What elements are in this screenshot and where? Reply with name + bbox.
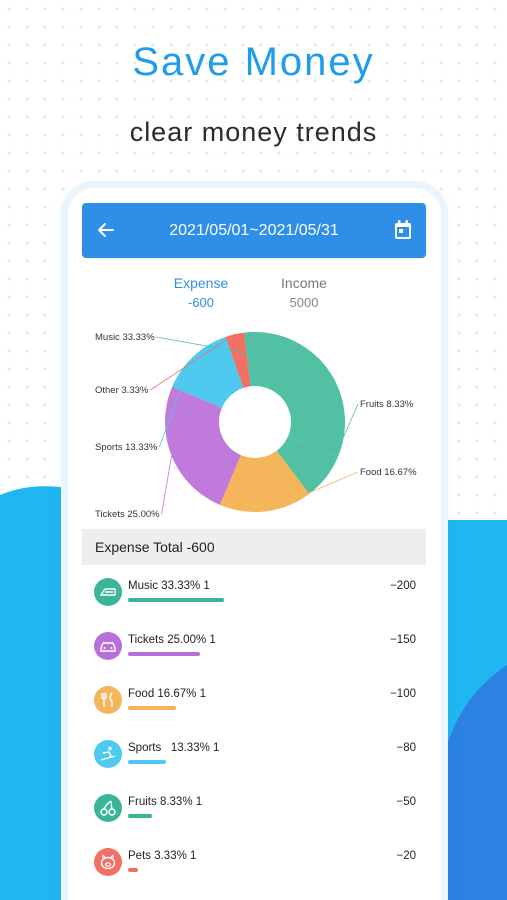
cherry-icon [94,794,122,822]
tab-expense-label: Expense [173,275,229,291]
phone-screen: 2021/05/01~2021/05/31 Expense -600 Incom… [68,188,441,900]
category-progress-bar [128,760,167,764]
category-name: Pets 3.33% 1 [128,850,197,862]
category-progress-bar [128,652,201,656]
pie-label-3: Food 16.67% [360,467,417,478]
tab-income[interactable]: Income 5000 [259,275,349,310]
calendar-icon[interactable] [394,220,412,240]
category-name: Food 16.67% 1 [128,688,207,700]
arrow-left-icon[interactable] [96,220,116,240]
pie-label-6: Other 3.33% [95,385,149,396]
pie-leader-line-4 [161,455,172,515]
category-row[interactable]: Sports 13.33% 1 −80 [82,740,426,794]
pig-icon [94,848,122,876]
category-row[interactable]: Music 33.33% 1 −200 [82,578,426,632]
pie-leader-line-2 [325,403,359,478]
car-icon [94,632,122,660]
category-amount: −80 [396,742,416,754]
expense-donut-chart: Music 33.33% Fruits 8.33% Food 16.67% Ticke… [95,332,417,518]
expense-total: Expense Total -600 [95,539,215,555]
category-name: Music 33.33% 1 [128,580,210,592]
category-progress-bar [128,598,224,602]
pie-label-5: Sports 13.33% [95,442,158,453]
pie-leader-line-3 [265,471,359,512]
category-row[interactable]: Pets 3.33% 1 −20 [82,848,426,900]
category-progress-bar [128,814,152,818]
app-bar: 2021/05/01~2021/05/31 [82,203,426,258]
category-amount: −20 [396,850,416,862]
category-amount: −200 [390,580,416,592]
tab-expense[interactable]: Expense -600 [156,275,246,310]
category-amount: −150 [390,634,416,646]
pie-leader-line-1 [156,336,327,369]
tab-expense-amount: -600 [187,295,215,310]
tab-income-amount: 5000 [289,295,319,310]
pie-leader-line-5 [158,356,195,448]
pie-leader-line-6 [150,333,235,391]
category-name: Sports 13.33% 1 [128,742,220,754]
pie-label-2: Fruits 8.33% [360,399,414,410]
pie-label-4: Tickets 25.00% [95,509,160,518]
expense-total-bar: Expense Total -600 [82,529,426,565]
category-row[interactable]: Fruits 8.33% 1 −50 [82,794,426,848]
skiing-icon [94,740,122,768]
subheadline: clear money trends [129,117,378,147]
category-amount: −50 [396,796,416,808]
pie-label-1: Music 33.33% [95,332,155,343]
pie-slice-3[interactable] [219,422,310,512]
tab-income-label: Income [281,275,327,291]
donut-hole [219,386,291,458]
headline: Save Money [132,40,375,84]
category-name: Fruits 8.33% 1 [128,796,203,808]
category-name: Tickets 25.00% 1 [128,634,216,646]
category-progress-bar [128,706,177,710]
piano-icon [94,578,122,606]
cutlery-icon [94,686,122,714]
category-progress-bar [128,868,138,872]
category-amount: −100 [390,688,416,700]
date-range[interactable]: 2021/05/01~2021/05/31 [169,222,339,239]
category-row[interactable]: Food 16.67% 1 −100 [82,686,426,740]
category-row[interactable]: Tickets 25.00% 1 −150 [82,632,426,686]
